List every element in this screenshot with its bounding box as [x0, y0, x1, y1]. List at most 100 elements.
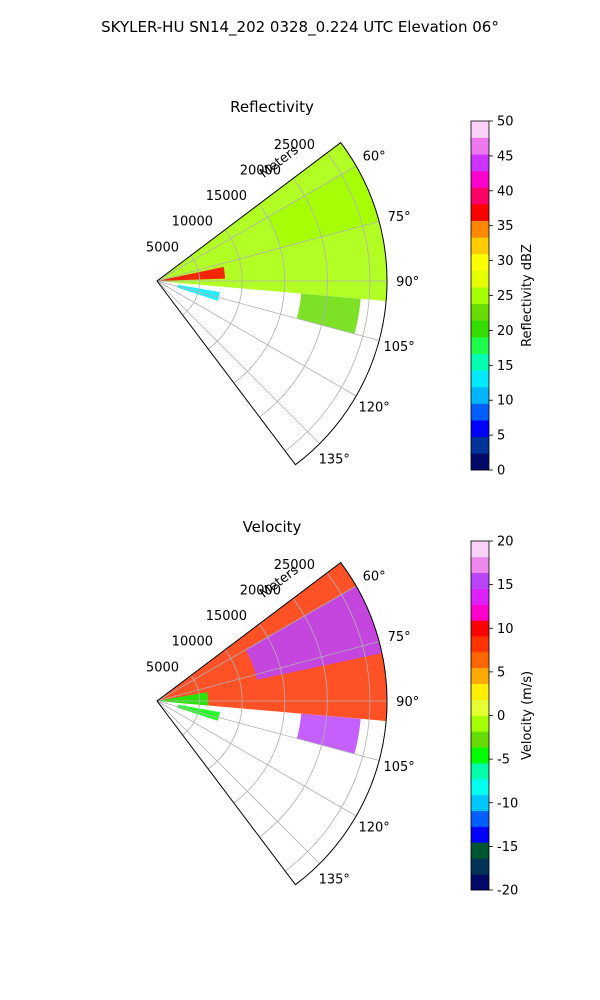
colorbar-swatch: [471, 154, 489, 172]
azimuth-tick-label: 60°: [363, 150, 386, 165]
colorbar-swatch: [471, 636, 489, 653]
colorbar-swatch: [471, 170, 489, 188]
colorbar-swatch: [471, 556, 489, 574]
figure-title: SKYLER-HU SN14_202 0328_0.224 UTC Elevat…: [101, 18, 499, 37]
colorbar-swatch: [471, 572, 489, 589]
panel-title: Reflectivity: [230, 98, 314, 116]
echo-region: [157, 692, 209, 706]
sector-outline: [156, 561, 388, 886]
colorbar-tick-label: 0: [497, 709, 505, 724]
grid-ring: [182, 255, 200, 316]
radar-panels: Reflectivity500010000150002000025000Mete…: [146, 98, 535, 899]
echo-region: [177, 704, 220, 721]
azimuth-tick-label: 105°: [383, 760, 414, 775]
colorbar-swatch: [471, 747, 489, 764]
colorbar-swatch: [471, 763, 489, 780]
colorbar-swatch: [471, 303, 489, 321]
colorbar-swatch: [471, 794, 489, 811]
colorbar-tick-label: 30: [497, 254, 514, 269]
azimuth-tick-label: 135°: [319, 872, 350, 887]
colorbar-tick-label: 5: [497, 429, 505, 444]
radial-tick-label: 5000: [146, 660, 179, 675]
echo-layer: [157, 142, 387, 334]
colorbar: -20 -15 -10 -5 0 5 10 15 20 Velocity (m/s): [470, 535, 535, 899]
colorbar-swatch: [471, 588, 489, 605]
colorbar-swatch: [471, 187, 489, 205]
azimuth-tick-label: 120°: [358, 400, 389, 415]
colorbar-swatch: [471, 604, 489, 621]
grid-spoke: [156, 280, 320, 444]
grid-ring: [259, 598, 328, 838]
colorbar-tick-label: 20: [497, 324, 514, 339]
colorbar-swatch: [471, 137, 489, 155]
grid-spoke: [156, 700, 320, 864]
colorbar-swatch: [471, 253, 489, 271]
radial-tick-label: 5000: [146, 240, 179, 255]
grid-spoke: [156, 280, 380, 341]
panel-reflectivity: Reflectivity500010000150002000025000Mete…: [146, 98, 535, 479]
colorbar-swatch: [471, 810, 489, 827]
colorbar-swatch: [471, 353, 489, 371]
colorbar-swatch: [471, 436, 489, 454]
colorbar-tick-label: 15: [497, 359, 514, 374]
colorbar-swatch: [471, 683, 489, 700]
radial-tick-label: 15000: [206, 609, 247, 624]
grid-ring: [208, 649, 243, 770]
colorbar: 0 5 10 15 20 25 30 35 40 45 50 Reflectivity dBZ: [470, 115, 535, 479]
radial-tick-label: 10000: [172, 635, 213, 650]
colorbar-tick-label: 0: [497, 464, 505, 479]
colorbar-swatch: [471, 337, 489, 354]
radial-tick-label: 25000: [274, 138, 315, 153]
echo-region: [157, 266, 226, 281]
echo-region: [177, 284, 220, 301]
grid-ring: [233, 623, 286, 804]
colorbar-swatch: [471, 826, 489, 843]
grid-spoke: [156, 221, 380, 282]
colorbar-swatch: [471, 620, 489, 637]
grid-ring: [233, 203, 286, 384]
radial-tick-label: 10000: [172, 215, 213, 230]
colorbar-swatch: [471, 121, 489, 138]
colorbar-swatch: [471, 715, 489, 732]
grid-ring: [208, 229, 243, 350]
colorbar-tick-label: -5: [497, 753, 510, 768]
grid-spoke: [156, 585, 357, 702]
colorbar-tick-label: 20: [497, 535, 514, 550]
colorbar-swatch: [471, 287, 489, 305]
azimuth-tick-label: 75°: [388, 630, 411, 645]
grid-spoke: [156, 280, 357, 397]
colorbar-tick-label: 15: [497, 578, 514, 593]
colorbar-swatch: [471, 204, 489, 222]
grid-spoke: [156, 700, 357, 817]
colorbar-swatch: [471, 778, 489, 796]
azimuth-tick-label: 90°: [396, 695, 419, 710]
echo-region: [296, 293, 361, 334]
colorbar-swatch: [471, 541, 489, 558]
echo-region: [245, 586, 382, 680]
azimuth-tick-label: 105°: [383, 340, 414, 355]
colorbar-swatch: [471, 453, 489, 471]
colorbar-swatch: [471, 699, 489, 716]
colorbar-swatch: [471, 237, 489, 255]
colorbar-swatch: [471, 370, 489, 388]
colorbar-swatch: [471, 874, 489, 891]
azimuth-tick-label: 60°: [363, 570, 386, 585]
colorbar-tick-label: -15: [497, 840, 518, 855]
colorbar-swatch: [471, 270, 489, 288]
echo-layer: [157, 562, 387, 754]
azimuth-tick-label: 75°: [388, 210, 411, 225]
grid-ring: [284, 572, 371, 872]
colorbar-swatch: [471, 403, 489, 421]
azimuth-tick-label: 120°: [358, 820, 389, 835]
colorbar-swatch: [471, 220, 489, 238]
colorbar-tick-label: -10: [497, 796, 518, 811]
colorbar-swatch: [471, 667, 489, 685]
grid-spoke: [156, 700, 380, 761]
grid-ring: [182, 675, 200, 736]
sector-outline: [156, 141, 388, 466]
colorbar-tick-label: 10: [497, 622, 514, 637]
grid-ring: [259, 178, 328, 418]
panel-title: Velocity: [243, 518, 302, 536]
colorbar-label: Velocity (m/s): [520, 671, 535, 760]
